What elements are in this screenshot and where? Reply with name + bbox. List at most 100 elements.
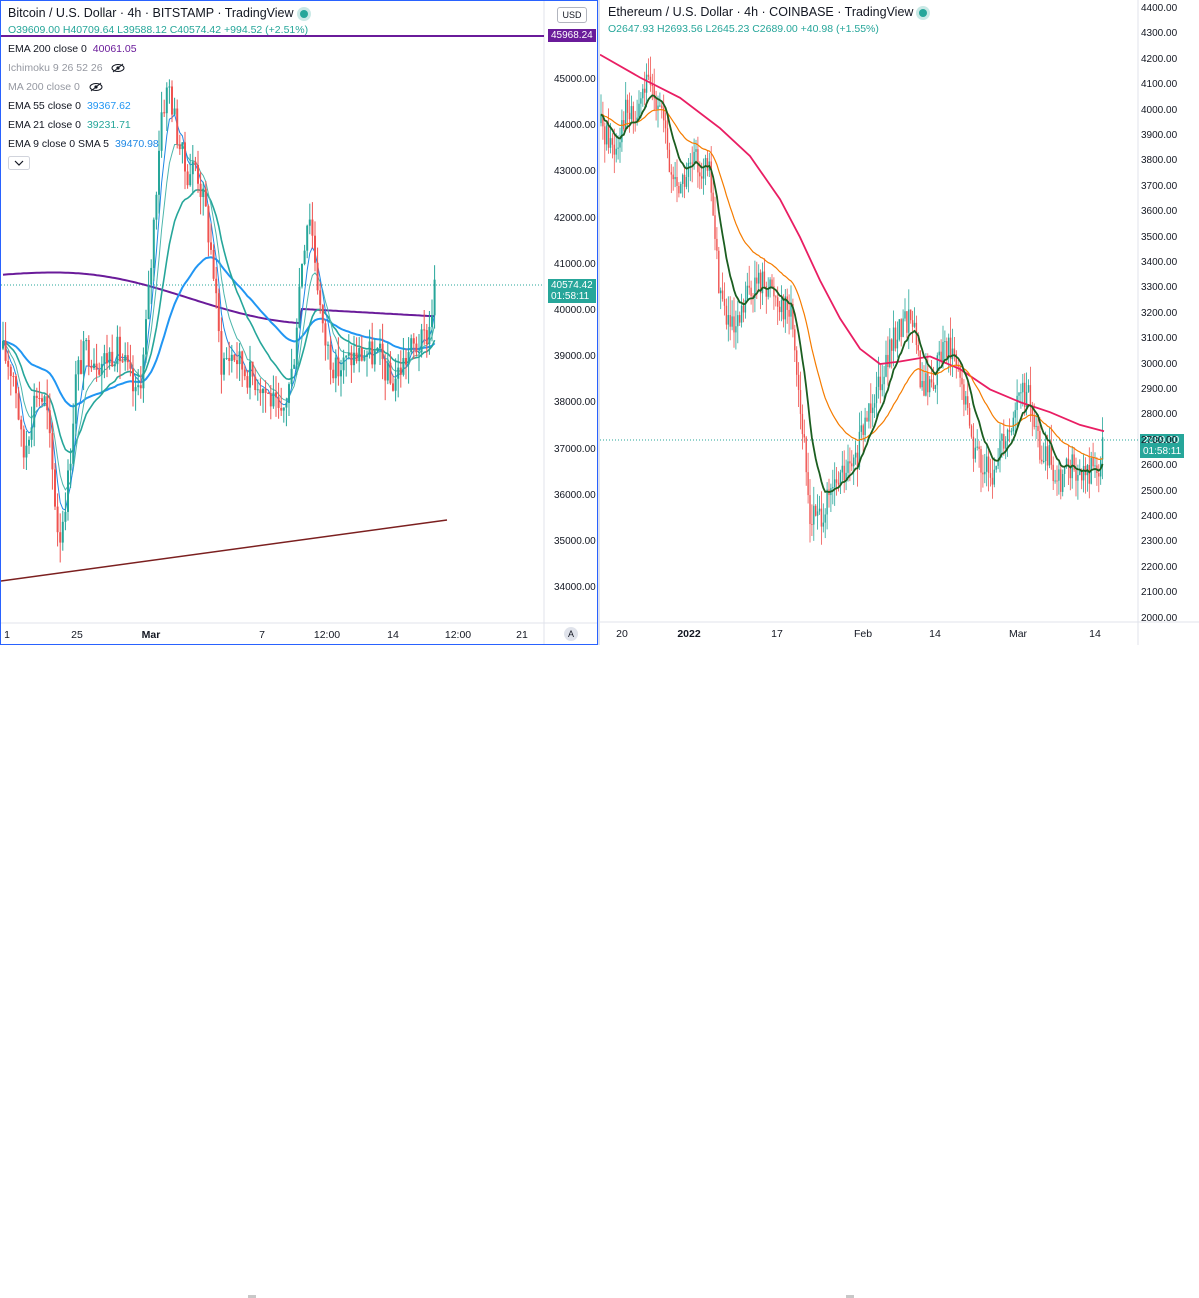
candle-body: [87, 340, 90, 367]
candle-body: [1048, 445, 1051, 466]
candle-body: [606, 125, 608, 145]
candle-body: [132, 368, 134, 392]
candle-body: [30, 427, 33, 440]
time-tick-label: 14: [1089, 628, 1101, 640]
candle-body: [832, 487, 834, 489]
candle-body: [428, 326, 431, 345]
eth-bar-countdown: 01:58:11: [1143, 446, 1182, 457]
candle-body: [431, 315, 433, 327]
candle-body: [1046, 446, 1049, 466]
candle-body: [974, 447, 976, 459]
candle-body: [410, 338, 413, 353]
market-open-status-icon: [919, 8, 928, 17]
candle-body: [319, 290, 322, 306]
candle-body: [301, 263, 303, 287]
candle-body: [1098, 473, 1100, 477]
candle-body: [984, 471, 986, 475]
candle-body: [363, 356, 366, 361]
candle-body: [834, 479, 836, 488]
candle-body: [48, 410, 51, 434]
candle-body: [858, 431, 861, 468]
candle-body: [645, 74, 648, 93]
candle-body: [95, 363, 98, 370]
candle-body: [1010, 431, 1013, 433]
candle-body: [731, 316, 733, 327]
candle-body: [737, 315, 739, 327]
btc-ohlc-readout: O39609.00 H40709.64 L39588.12 C40574.42 …: [8, 24, 309, 36]
candle-body: [137, 385, 140, 388]
candle-body: [371, 341, 374, 365]
candle-body: [805, 437, 807, 473]
candle-body: [661, 105, 663, 109]
time-tick-label: 7: [259, 629, 265, 641]
candle-body: [927, 373, 929, 393]
candle-body: [894, 327, 897, 349]
candle-body: [995, 465, 997, 470]
candle-body: [290, 368, 293, 385]
candle-body: [56, 506, 59, 533]
candle-body: [961, 377, 963, 385]
candle-body: [716, 238, 718, 251]
candle-body: [106, 353, 108, 364]
candle-body: [64, 511, 67, 522]
candle-body: [210, 242, 212, 250]
candle-body: [788, 309, 790, 317]
candle-body: [615, 148, 617, 155]
candle-body: [860, 425, 862, 432]
indicator-legend-ema9[interactable]: EMA 9 close 0 SMA 5 39470.98: [8, 138, 159, 150]
currency-select-button[interactable]: USD: [557, 7, 587, 23]
candle-body: [236, 360, 238, 365]
hidden-eye-icon[interactable]: [111, 63, 125, 73]
time-tick-label: 14: [929, 628, 941, 640]
btc-chart-pane[interactable]: Bitcoin / U.S. Dollar · 4h · BITSTAMP · …: [0, 0, 598, 645]
price-tick-label: 3900.00: [1141, 130, 1178, 141]
indicator-legend-ma200[interactable]: MA 200 close 0: [8, 81, 103, 93]
candle-body: [251, 361, 254, 377]
candle-body: [355, 352, 358, 362]
candle-body: [695, 149, 697, 152]
candle-body: [46, 396, 49, 411]
candle-body: [67, 470, 69, 512]
time-tick-label: Mar: [1008, 628, 1028, 640]
eth-last-price: 2689.00: [1143, 435, 1180, 446]
hidden-eye-icon[interactable]: [89, 82, 103, 92]
indicator-legend-ema21[interactable]: EMA 21 close 0 39231.71: [8, 119, 131, 131]
candle-body: [682, 174, 684, 184]
btc-chart-canvas[interactable]: [1, 1, 598, 645]
candle-body: [184, 142, 186, 172]
candle-body: [121, 361, 124, 363]
candle-body: [919, 350, 921, 388]
pane-divider[interactable]: [598, 0, 600, 655]
candle-body: [43, 396, 46, 402]
candle-body: [600, 114, 602, 124]
candle-body: [813, 505, 815, 525]
eth-chart-pane[interactable]: Ethereum / U.S. Dollar · 4h · COINBASE ·…: [600, 0, 1199, 645]
indicator-value: 40061.05: [92, 43, 137, 55]
candle-body: [2, 340, 4, 349]
candle-body: [202, 188, 205, 197]
indicator-legend-ichimoku[interactable]: Ichimoku 9 26 52 26: [8, 62, 125, 74]
candle-body: [885, 354, 887, 377]
candle-body: [706, 158, 709, 171]
indicator-legend-ema200[interactable]: EMA 200 close 0 40061.05: [8, 43, 137, 55]
candle-body: [892, 327, 895, 351]
candle-body: [917, 345, 919, 351]
btc-bar-countdown: 01:58:11: [551, 291, 590, 302]
candle-body: [784, 296, 786, 320]
indicator-legend-ema55[interactable]: EMA 55 close 0 39367.62: [8, 100, 131, 112]
price-tick-label: 3000.00: [1141, 358, 1178, 370]
collapse-legend-chevron-icon[interactable]: [8, 156, 30, 170]
eth-chart-canvas[interactable]: [600, 0, 1199, 645]
candle-body: [366, 354, 368, 357]
candle-body: [353, 352, 355, 366]
candle-body: [111, 351, 114, 367]
candle-body: [412, 338, 415, 344]
auto-scale-button[interactable]: A: [564, 627, 578, 641]
candle-body: [946, 341, 948, 358]
price-tick-label: 3800.00: [1141, 155, 1178, 167]
candle-body: [758, 272, 760, 284]
candle-body: [199, 183, 202, 197]
candle-body: [746, 285, 748, 300]
candle-body: [1054, 480, 1056, 482]
candle-body: [851, 463, 853, 467]
